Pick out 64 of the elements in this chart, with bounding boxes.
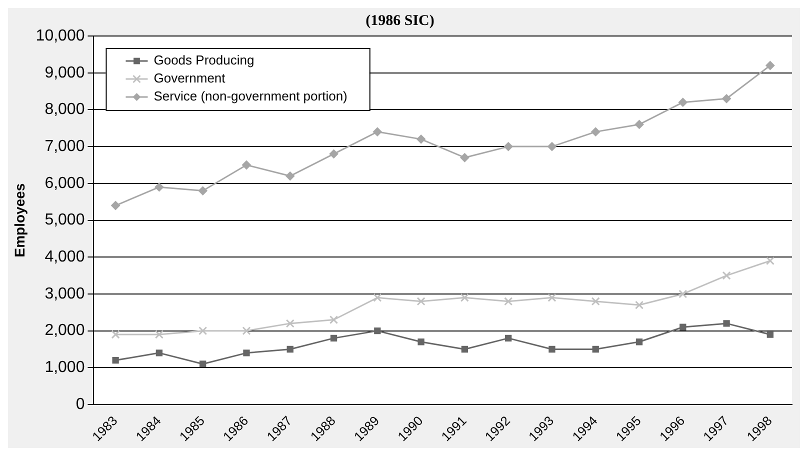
y-tick-label: 4,000 xyxy=(44,248,85,266)
point xyxy=(592,346,599,353)
y-tick-label: 6,000 xyxy=(44,174,85,192)
point xyxy=(111,201,120,210)
point xyxy=(154,330,164,339)
point xyxy=(722,271,731,280)
point xyxy=(723,320,730,327)
point xyxy=(678,290,688,298)
y-tick-label: 5,000 xyxy=(44,212,85,229)
point xyxy=(634,120,644,129)
point xyxy=(548,346,556,353)
point xyxy=(329,149,338,158)
point xyxy=(156,350,163,356)
point xyxy=(286,172,295,181)
point xyxy=(505,334,512,342)
point xyxy=(634,300,644,310)
legend-label: Government xyxy=(154,70,226,86)
point xyxy=(678,98,688,107)
point xyxy=(766,60,775,70)
point xyxy=(636,338,643,346)
point xyxy=(242,326,251,336)
point xyxy=(547,142,556,152)
point xyxy=(591,127,600,136)
y-tick-label: 10,000 xyxy=(36,27,85,44)
point xyxy=(416,134,426,144)
point xyxy=(766,256,774,266)
y-tick-label: 2,000 xyxy=(44,322,85,340)
y-tick-label: 3,000 xyxy=(44,285,85,302)
chart-title: (1986 SIC) xyxy=(366,12,434,29)
point xyxy=(461,346,468,353)
point xyxy=(112,356,119,364)
legend-label: Service (non-government portion) xyxy=(154,88,348,104)
point xyxy=(330,334,338,342)
point xyxy=(418,338,424,346)
y-tick-label: 0 xyxy=(76,396,85,413)
point xyxy=(373,293,382,302)
point xyxy=(286,346,294,353)
point xyxy=(416,297,426,306)
point xyxy=(460,293,469,302)
point xyxy=(374,327,381,334)
point xyxy=(154,182,164,192)
point xyxy=(329,315,338,324)
point xyxy=(286,319,294,328)
point xyxy=(460,153,470,162)
y-tick-label: 9,000 xyxy=(44,64,85,82)
point xyxy=(680,324,686,330)
point xyxy=(242,160,251,170)
point xyxy=(111,330,120,339)
point xyxy=(722,94,732,104)
y-axis-title: Employees xyxy=(11,183,28,258)
point xyxy=(591,297,600,306)
point xyxy=(548,293,556,302)
point xyxy=(372,127,382,136)
point xyxy=(243,350,250,356)
point xyxy=(198,326,208,336)
y-tick-label: 8,000 xyxy=(44,101,85,118)
y-tick-label: 7,000 xyxy=(44,138,85,155)
point xyxy=(504,297,513,306)
point xyxy=(504,142,513,152)
point xyxy=(766,331,774,338)
point xyxy=(198,186,208,196)
legend-label: Goods Producing xyxy=(154,52,254,68)
point xyxy=(200,360,206,368)
y-tick-label: 1,000 xyxy=(44,359,85,376)
